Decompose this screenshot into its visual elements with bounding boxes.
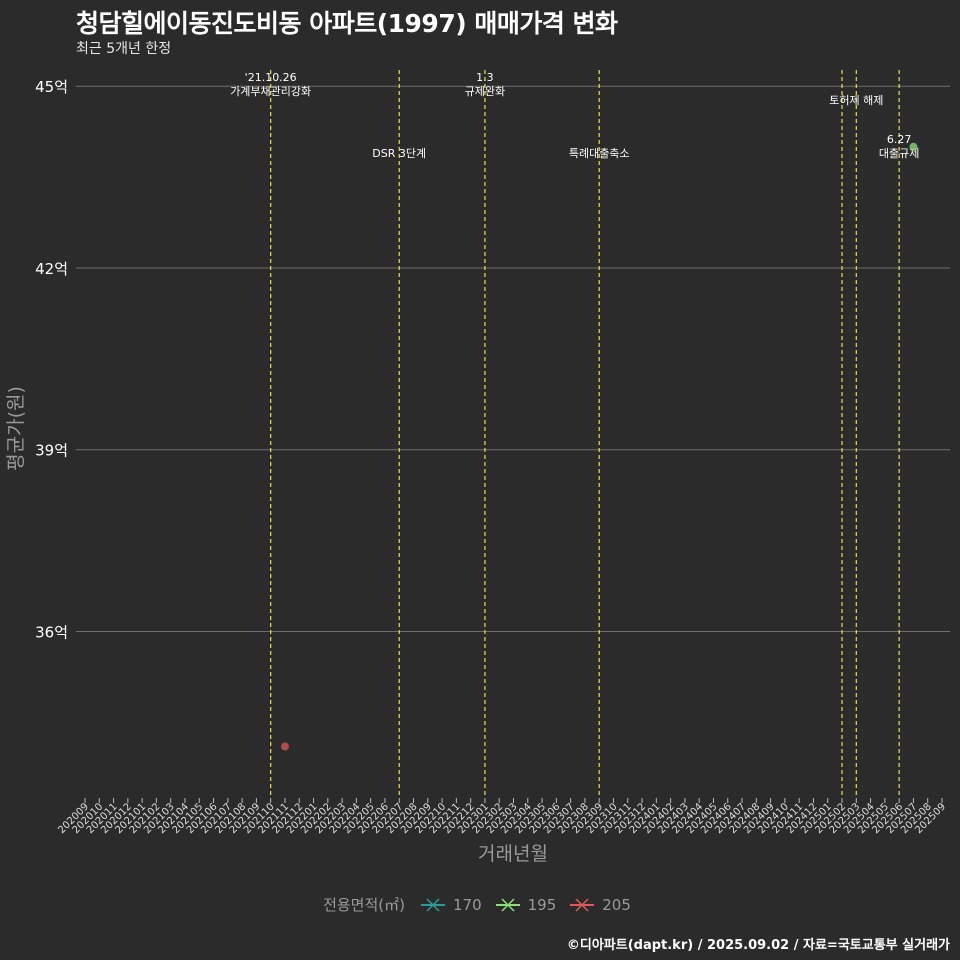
legend-item-195: 195 <box>494 895 557 915</box>
event-label: 1.3 <box>476 71 494 84</box>
chart-caption: ©디아파트(dapt.kr) / 2025.09.02 / 자료=국토교통부 실… <box>566 938 950 953</box>
legend: 전용면적(㎡) 170 195 205 <box>0 894 960 915</box>
legend-label-205: 205 <box>602 895 631 914</box>
y-tick-label: 39억 <box>35 442 68 460</box>
y-tick-label: 42억 <box>35 260 68 278</box>
event-label: DSR 3단계 <box>372 147 426 160</box>
legend-item-205: 205 <box>568 895 631 915</box>
event-label: 규제완화 <box>465 85 505 98</box>
event-label: 특례대출축소 <box>569 147 630 160</box>
legend-key-205 <box>570 897 595 912</box>
data-point-205 <box>280 742 289 751</box>
y-tick-label: 36억 <box>35 623 68 641</box>
legend-label-195: 195 <box>527 895 557 914</box>
event-label: 대출규제 <box>879 147 919 160</box>
chart-title: 청담힐에이동진도비동 아파트(1997) 매매가격 변화 <box>76 9 618 38</box>
event-label: 6.27 <box>887 133 912 146</box>
event-label: 가계부채관리강화 <box>230 85 311 98</box>
event-label: '21.10.26 <box>245 71 297 84</box>
chart-subtitle: 최근 5개년 한정 <box>76 41 172 57</box>
legend-key-195 <box>495 897 520 912</box>
y-tick-label: 45억 <box>35 78 68 96</box>
y-axis-title: 평균가(원) <box>5 386 27 471</box>
legend-item-170: 170 <box>419 895 482 915</box>
legend-key-170 <box>420 897 445 912</box>
legend-title: 전용면적(㎡) <box>323 896 405 914</box>
x-axis-title: 거래년월 <box>478 843 548 865</box>
event-label: 토허제 해제 <box>829 93 883 107</box>
data-point-195 <box>909 142 918 151</box>
legend-label-170: 170 <box>452 895 482 914</box>
